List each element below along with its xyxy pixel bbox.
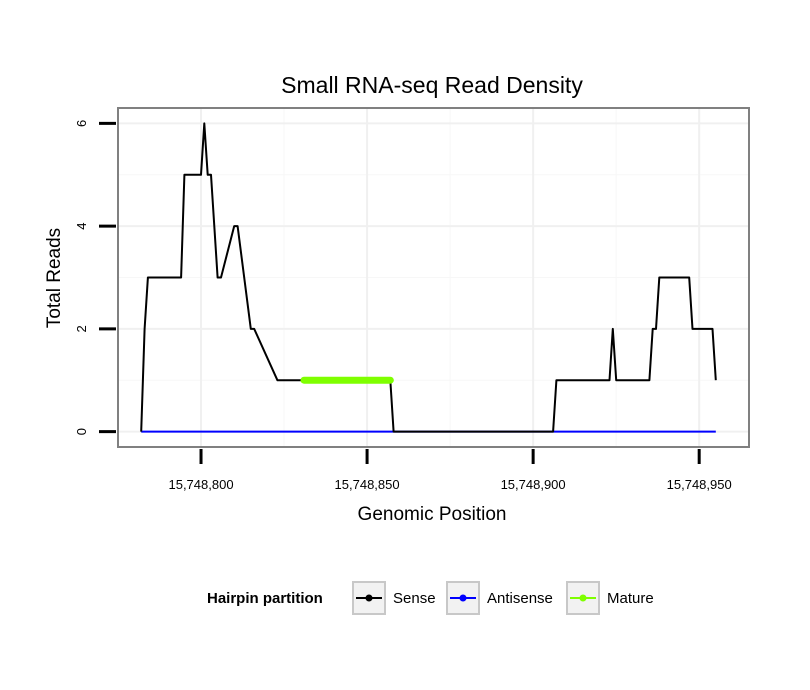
- series-layer: [140, 122, 717, 433]
- x-axis: 15,748,800 15,748,850 15,748,900 15,748,950: [168, 449, 732, 492]
- y-tick-label: 6: [74, 120, 89, 127]
- series-line-sense: [140, 122, 717, 433]
- x-tick-label: 15,748,900: [501, 477, 566, 492]
- y-tick-label: 2: [74, 325, 89, 332]
- legend-label-antisense: Antisense: [487, 590, 553, 607]
- y-tick-label: 0: [74, 428, 89, 435]
- plot-panel: [117, 107, 750, 448]
- legend-label-sense: Sense: [393, 590, 436, 607]
- legend-title: Hairpin partition: [207, 590, 323, 607]
- x-axis-title: Genomic Position: [358, 504, 507, 525]
- legend: Hairpin partition Sense Antisense Mature: [207, 581, 654, 615]
- y-tick-label: 4: [74, 223, 89, 230]
- x-tick-label: 15,748,800: [168, 477, 233, 492]
- grid: [118, 108, 749, 447]
- legend-label-mature: Mature: [607, 590, 654, 607]
- x-tick-label: 15,748,950: [667, 477, 732, 492]
- y-axis-title: Total Reads: [44, 228, 65, 328]
- y-axis: 0 2 4 6: [74, 120, 116, 435]
- legend-key-sense-dot: [365, 594, 373, 602]
- legend-key-antisense-dot: [459, 594, 467, 602]
- chart-title: Small RNA-seq Read Density: [281, 72, 583, 98]
- legend-key-mature-dot: [579, 594, 587, 602]
- x-tick-label: 15,748,850: [335, 477, 400, 492]
